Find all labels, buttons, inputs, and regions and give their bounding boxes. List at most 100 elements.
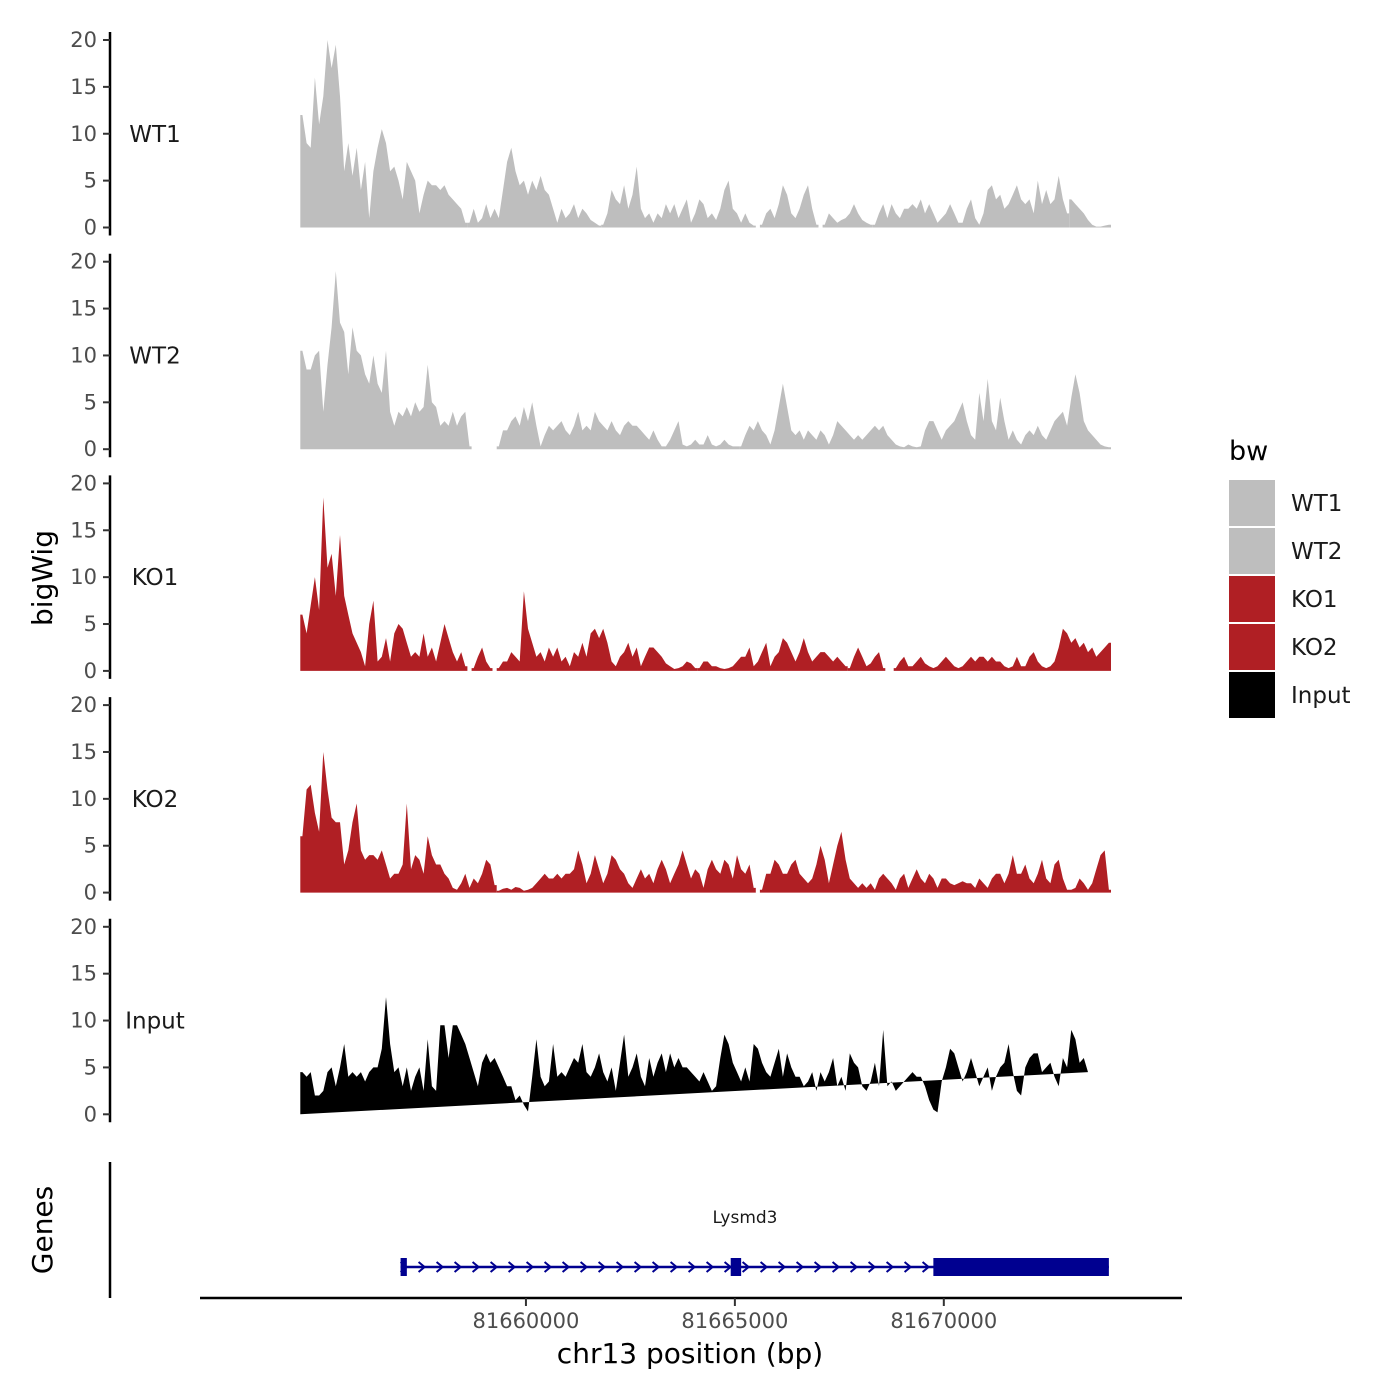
y-tick-label: 20 — [70, 915, 97, 939]
signal-area — [759, 185, 819, 228]
legend-label-input: Input — [1291, 683, 1351, 709]
y-tick-label: 20 — [70, 250, 97, 274]
y-tick-label: 0 — [84, 659, 97, 683]
y-tick-label: 20 — [70, 471, 97, 495]
y-tick-label: 10 — [70, 122, 97, 146]
signal-area — [872, 175, 1070, 228]
track-ko2: 0 5 10 15 20 KO2 — [70, 693, 1111, 905]
signal-area — [893, 628, 1111, 671]
gene-label: Lysmd3 — [713, 1208, 778, 1228]
strand-arrow — [867, 1261, 877, 1273]
strand-arrow — [615, 1261, 625, 1273]
strand-arrow — [597, 1261, 607, 1273]
signal-area — [300, 752, 497, 893]
strand-arrow — [633, 1261, 643, 1273]
strand-arrow — [417, 1261, 427, 1273]
signal-area — [300, 497, 468, 671]
y-tick-label: 5 — [84, 169, 97, 193]
x-tick-label: 81660000 — [472, 1309, 579, 1333]
gene-exon — [730, 1258, 742, 1276]
track-label: KO2 — [132, 787, 179, 813]
legend-label-ko1: KO1 — [1291, 587, 1338, 613]
strand-arrow — [489, 1261, 499, 1273]
signal-area — [496, 850, 756, 893]
y-tick-label: 15 — [70, 962, 97, 986]
signal-area — [496, 402, 740, 450]
signal-area — [601, 166, 756, 228]
legend-label-wt1: WT1 — [1291, 491, 1342, 517]
legend-swatch-wt1 — [1229, 480, 1275, 526]
y-tick-label: 10 — [70, 1009, 97, 1033]
strand-arrow — [705, 1261, 715, 1273]
legend-swatch-wt2 — [1229, 528, 1275, 574]
signal-area — [300, 997, 1088, 1115]
legend: bw WT1 WT2 KO1 KO2 Input — [1229, 436, 1351, 718]
y-tick-label: 20 — [70, 693, 97, 717]
y-tick-label: 0 — [84, 216, 97, 240]
signal-area — [496, 591, 698, 671]
signal-area — [697, 638, 848, 671]
signal-area — [467, 147, 602, 228]
signal-area — [759, 831, 1111, 893]
strand-arrow — [687, 1261, 697, 1273]
strand-arrow — [471, 1261, 481, 1273]
track-wt1: 0 5 10 15 20 WT1 — [70, 28, 1111, 240]
signal-area — [300, 271, 472, 450]
y-tick-label: 20 — [70, 28, 97, 52]
strand-arrow — [759, 1261, 769, 1273]
signal-area — [300, 40, 468, 228]
strand-arrow — [921, 1261, 931, 1273]
track-label: KO1 — [132, 565, 179, 591]
strand-arrow — [669, 1261, 679, 1273]
gene-exon — [933, 1258, 1109, 1276]
y-tick-label: 0 — [84, 1102, 97, 1126]
strand-arrow — [849, 1261, 859, 1273]
strand-arrow — [795, 1261, 805, 1273]
signal-area — [1069, 199, 1111, 228]
track-label: WT1 — [129, 122, 180, 148]
strand-arrow — [543, 1261, 553, 1273]
gene-track: Genes Lysmd3 — [26, 1162, 1109, 1298]
strand-arrow — [903, 1261, 913, 1273]
signal-area — [847, 647, 886, 671]
strand-arrow — [777, 1261, 787, 1273]
legend-label-wt2: WT2 — [1291, 539, 1342, 565]
y-tick-label: 10 — [70, 565, 97, 589]
legend-swatch-ko2 — [1229, 624, 1275, 670]
y-tick-label: 5 — [84, 612, 97, 636]
strand-arrow — [525, 1261, 535, 1273]
strand-arrow — [507, 1261, 517, 1273]
strand-arrow — [435, 1261, 445, 1273]
y-tick-label: 5 — [84, 1055, 97, 1079]
strand-arrow — [579, 1261, 589, 1273]
gene-exon — [400, 1258, 407, 1276]
y-tick-label: 5 — [84, 390, 97, 414]
signal-tracks: 0 5 10 15 20 WT1 0 5 10 15 20 WT2 0 5 10 15 20 KO1 0 5 10 15 2… — [70, 28, 1111, 1126]
y-tick-label: 5 — [84, 834, 97, 858]
x-tick-label: 81665000 — [681, 1309, 788, 1333]
legend-swatch-input — [1229, 672, 1275, 718]
legend-title: bw — [1229, 436, 1268, 467]
y-tick-label: 10 — [70, 787, 97, 811]
y-tick-label: 0 — [84, 881, 97, 905]
y-tick-label: 15 — [70, 518, 97, 542]
track-ko1: 0 5 10 15 20 KO1 — [70, 471, 1111, 683]
y-axis-title: bigWig — [26, 530, 59, 626]
y-tick-label: 10 — [70, 343, 97, 367]
strand-arrow — [453, 1261, 463, 1273]
track-label: Input — [125, 1009, 185, 1035]
strand-arrow — [813, 1261, 823, 1273]
track-input: 0 5 10 15 20 Input — [70, 915, 1088, 1126]
y-tick-label: 0 — [84, 437, 97, 461]
x-tick-label: 81670000 — [890, 1309, 997, 1333]
genes-axis-title: Genes — [26, 1186, 59, 1274]
strand-arrow — [651, 1261, 661, 1273]
x-axis: 81660000 81665000 81670000 — [200, 1296, 1182, 1333]
y-tick-label: 15 — [70, 740, 97, 764]
track-label: WT2 — [129, 343, 180, 369]
signal-area — [739, 374, 1111, 450]
y-tick-label: 15 — [70, 75, 97, 99]
strand-arrow — [723, 1261, 733, 1273]
signal-area — [471, 647, 493, 671]
